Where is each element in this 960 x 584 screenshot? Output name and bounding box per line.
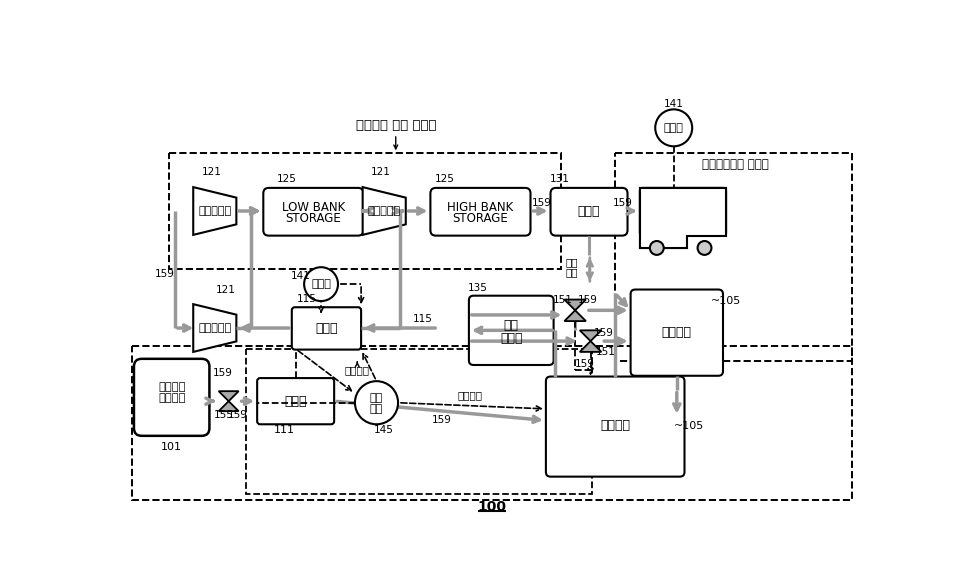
Polygon shape	[564, 310, 586, 321]
Text: 저압압축기: 저압압축기	[198, 323, 231, 333]
Text: 141: 141	[663, 99, 684, 109]
Text: 155: 155	[214, 410, 234, 420]
Polygon shape	[363, 187, 406, 235]
Text: 159: 159	[593, 328, 613, 338]
Text: 제어신호: 제어신호	[345, 366, 370, 376]
Text: 159: 159	[574, 359, 594, 369]
Text: 159: 159	[228, 410, 248, 420]
Circle shape	[355, 381, 398, 425]
Text: 125: 125	[434, 175, 454, 185]
Text: 기화기: 기화기	[284, 395, 307, 408]
Text: STORAGE: STORAGE	[452, 212, 509, 225]
FancyBboxPatch shape	[550, 188, 628, 235]
Text: 열교환기: 열교환기	[600, 419, 630, 432]
Polygon shape	[193, 187, 236, 235]
Text: 111: 111	[274, 425, 295, 436]
Polygon shape	[564, 300, 586, 310]
Polygon shape	[639, 188, 726, 248]
Text: 액화수소: 액화수소	[158, 383, 185, 392]
Text: 121: 121	[202, 168, 222, 178]
FancyBboxPatch shape	[263, 188, 364, 235]
Text: 냉매: 냉매	[504, 319, 518, 332]
FancyBboxPatch shape	[292, 307, 361, 350]
Text: 냉각기: 냉각기	[500, 332, 522, 345]
Text: LOW BANK: LOW BANK	[281, 201, 345, 214]
Polygon shape	[219, 391, 239, 401]
FancyBboxPatch shape	[546, 377, 684, 477]
Bar	[615, 153, 852, 361]
Text: 121: 121	[216, 284, 235, 294]
Text: HIGH BANK: HIGH BANK	[447, 201, 514, 214]
Text: 수소: 수소	[565, 267, 578, 277]
Bar	[132, 346, 852, 500]
FancyBboxPatch shape	[468, 296, 554, 365]
Text: 콘트: 콘트	[370, 393, 383, 403]
FancyBboxPatch shape	[257, 378, 334, 425]
Text: 충전기: 충전기	[578, 205, 600, 218]
Polygon shape	[193, 304, 236, 352]
Text: 온도계: 온도계	[663, 123, 684, 133]
Polygon shape	[219, 401, 239, 411]
Circle shape	[656, 109, 692, 147]
Bar	[169, 153, 562, 269]
Polygon shape	[580, 331, 601, 341]
FancyBboxPatch shape	[631, 290, 723, 376]
Text: 제어신호: 제어신호	[458, 390, 483, 400]
FancyBboxPatch shape	[639, 188, 726, 235]
Circle shape	[650, 241, 663, 255]
Text: 125: 125	[276, 175, 297, 185]
Text: 131: 131	[550, 175, 569, 185]
Text: 121: 121	[372, 168, 391, 178]
Bar	[246, 349, 592, 493]
Text: 중압압축기: 중압압축기	[198, 206, 231, 216]
Text: 100: 100	[477, 500, 507, 515]
Circle shape	[698, 241, 711, 255]
Text: 145: 145	[374, 425, 395, 436]
Text: 101: 101	[161, 443, 182, 453]
Text: 기체: 기체	[565, 258, 578, 267]
Text: STORAGE: STORAGE	[285, 212, 341, 225]
Text: 159: 159	[531, 197, 551, 207]
Text: 고압압축기: 고압압축기	[368, 206, 400, 216]
FancyBboxPatch shape	[430, 188, 531, 235]
Text: 저장탱크: 저장탱크	[158, 393, 185, 403]
Text: ~105: ~105	[711, 296, 741, 306]
FancyBboxPatch shape	[134, 359, 209, 436]
Text: 수소연료전지 자동차: 수소연료전지 자동차	[702, 158, 769, 171]
Text: 115: 115	[413, 314, 433, 324]
Text: 151: 151	[596, 347, 616, 357]
Text: 159: 159	[432, 415, 452, 425]
Text: 열교환기: 열교환기	[661, 326, 692, 339]
Text: 롤러: 롤러	[370, 404, 383, 414]
Text: 159: 159	[578, 296, 597, 305]
Text: 온도계: 온도계	[311, 279, 331, 289]
Text: 159: 159	[613, 197, 633, 207]
Text: 141: 141	[291, 270, 311, 281]
Text: 가열기: 가열기	[315, 322, 338, 335]
Text: 135: 135	[468, 283, 488, 293]
Text: 115: 115	[298, 294, 317, 304]
Text: 159: 159	[212, 368, 232, 378]
Text: 151: 151	[553, 296, 573, 305]
Bar	[639, 188, 726, 248]
Text: 159: 159	[155, 269, 175, 279]
Text: ~105: ~105	[674, 421, 705, 431]
Text: 수소충전 압축 패키지: 수소충전 압축 패키지	[355, 119, 436, 132]
Polygon shape	[580, 341, 601, 352]
Circle shape	[304, 267, 338, 301]
